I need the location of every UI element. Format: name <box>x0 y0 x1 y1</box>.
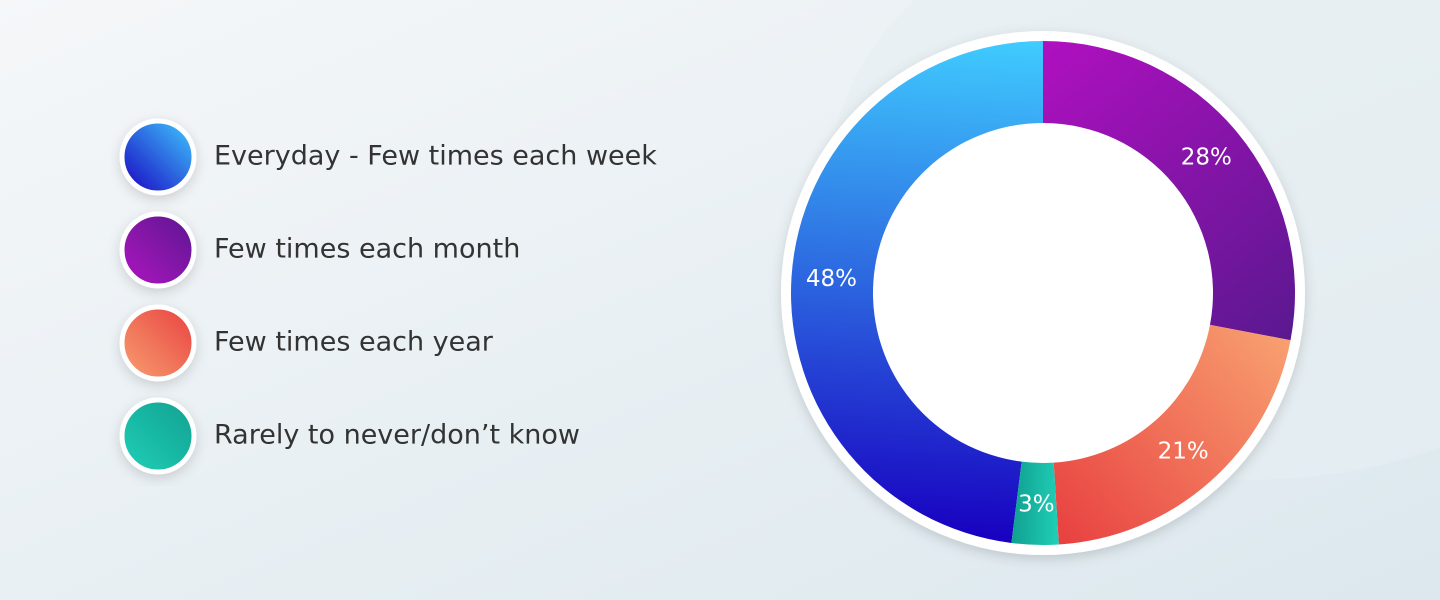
legend-marker <box>119 397 197 475</box>
legend-label: Everyday - Few times each week <box>214 141 657 172</box>
legend-marker <box>119 304 197 382</box>
legend-label: Few times each year <box>214 327 494 358</box>
legend-marker <box>119 211 197 289</box>
donut-slice <box>1043 41 1296 341</box>
donut-slice <box>790 41 1043 544</box>
donut-slice <box>1053 324 1291 545</box>
legend-label: Few times each month <box>214 234 520 265</box>
slice-label: 3% <box>1018 491 1055 517</box>
slice-label: 21% <box>1158 439 1209 465</box>
donut-slice <box>1011 461 1059 546</box>
slice-label: 48% <box>806 266 857 292</box>
legend-label: Rarely to never/don’t know <box>214 420 580 451</box>
slice-label: 28% <box>1181 144 1232 170</box>
legend-marker <box>119 118 197 196</box>
